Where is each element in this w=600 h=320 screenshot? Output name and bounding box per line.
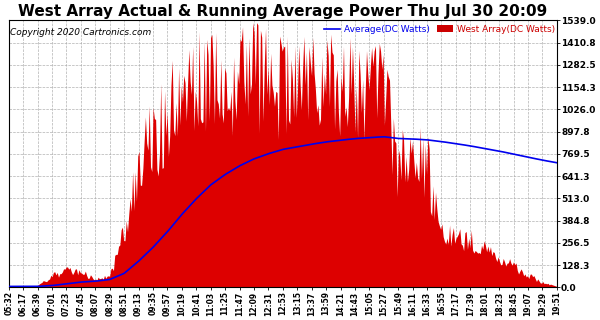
Text: Copyright 2020 Cartronics.com: Copyright 2020 Cartronics.com (10, 28, 151, 37)
Legend: Average(DC Watts), West Array(DC Watts): Average(DC Watts), West Array(DC Watts) (324, 25, 555, 34)
Title: West Array Actual & Running Average Power Thu Jul 30 20:09: West Array Actual & Running Average Powe… (18, 4, 547, 19)
